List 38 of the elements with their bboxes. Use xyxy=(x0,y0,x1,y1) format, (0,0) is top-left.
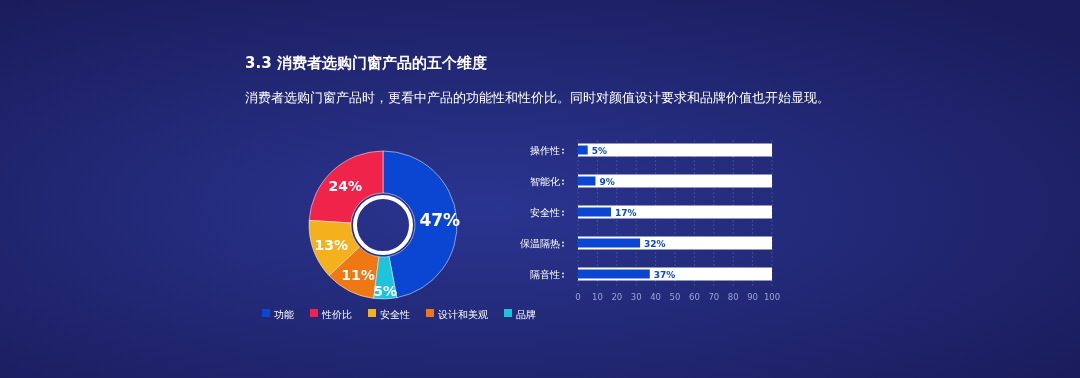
x-tick-label: 10 xyxy=(591,292,603,302)
x-tick-label: 40 xyxy=(650,292,662,302)
x-tick-label: 90 xyxy=(747,292,759,302)
legend-label: 品牌 xyxy=(516,308,536,320)
legend-label: 设计和美观 xyxy=(438,308,488,320)
bar xyxy=(578,238,641,248)
y-tick-label: 安全性 xyxy=(530,206,560,218)
x-tick-label: 100 xyxy=(763,292,781,302)
data-label: 5% xyxy=(591,145,607,156)
data-label: 24% xyxy=(328,177,363,194)
x-tick-label: 0 xyxy=(575,292,581,302)
x-tick-label: 80 xyxy=(727,292,739,302)
y-tick-label: 隔音性 xyxy=(530,268,560,280)
bar xyxy=(578,145,588,155)
bar xyxy=(578,207,611,217)
chart-subtitle: 消费者选购门窗产品时，更看中产品的功能性和性价比。同时对颜值设计要求和品牌价值也开始显现。 xyxy=(245,90,830,105)
y-tick-label: 保温隔热 xyxy=(520,237,560,249)
chart-title: 3.3 消费者选购门窗产品的五个维度 xyxy=(245,54,487,72)
y-tick-label: 智能化 xyxy=(530,175,560,187)
x-tick-label: 20 xyxy=(611,292,623,302)
data-label: 9% xyxy=(599,176,615,187)
data-label: 13% xyxy=(314,236,349,253)
y-tick-label: 操作性 xyxy=(530,144,560,156)
x-tick-label: 30 xyxy=(630,292,642,302)
x-tick-label: 70 xyxy=(708,292,720,302)
data-label: 47% xyxy=(419,209,461,230)
data-label: 17% xyxy=(614,207,637,218)
legend-label: 安全性 xyxy=(380,308,410,320)
legend-label: 功能 xyxy=(274,308,294,320)
x-tick-label: 60 xyxy=(688,292,700,302)
legend-label: 性价比 xyxy=(321,308,352,320)
x-tick-label: 50 xyxy=(669,292,681,302)
bar xyxy=(578,269,650,279)
data-label: 37% xyxy=(653,269,676,280)
data-label: 11% xyxy=(341,267,375,284)
bar xyxy=(578,176,596,186)
data-label: 5% xyxy=(373,282,397,299)
data-label: 32% xyxy=(644,238,666,249)
